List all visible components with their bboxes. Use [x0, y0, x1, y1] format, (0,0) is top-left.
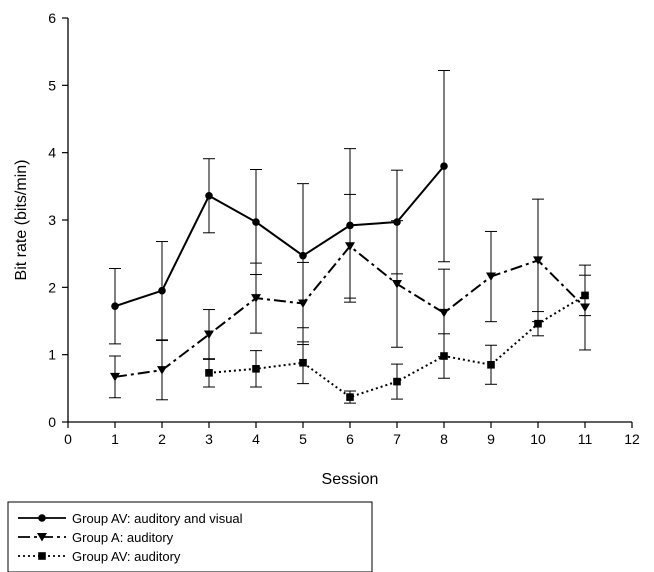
- y-tick-label: 2: [48, 279, 56, 295]
- y-tick-label: 0: [48, 414, 56, 430]
- data-point: [486, 273, 496, 282]
- x-tick-label: 6: [346, 431, 354, 447]
- data-point: [440, 162, 448, 170]
- data-point: [205, 369, 213, 377]
- series-2: [109, 194, 591, 399]
- data-point: [581, 292, 589, 300]
- x-tick-label: 1: [111, 431, 119, 447]
- data-point: [534, 320, 542, 328]
- data-point: [487, 361, 495, 369]
- y-tick-label: 5: [48, 77, 56, 93]
- y-tick-label: 6: [48, 10, 56, 26]
- data-point: [299, 252, 307, 260]
- x-tick-label: 9: [487, 431, 495, 447]
- data-point: [111, 302, 119, 310]
- legend-label: Group AV: auditory and visual: [72, 511, 243, 526]
- y-tick-label: 1: [48, 347, 56, 363]
- x-axis-ticks: 0 1 2 3 4 5 6 7 8 9 10 11 12: [64, 422, 640, 447]
- x-tick-label: 7: [393, 431, 401, 447]
- series-line: [115, 166, 444, 306]
- x-tick-label: 0: [64, 431, 72, 447]
- x-tick-label: 11: [578, 431, 593, 447]
- data-point: [393, 378, 401, 386]
- series-1: [109, 71, 450, 344]
- x-tick-label: 4: [252, 431, 260, 447]
- data-point: [252, 218, 260, 226]
- x-axis-title: Session: [322, 471, 379, 488]
- x-tick-label: 3: [205, 431, 213, 447]
- legend-label: Group A: auditory: [72, 530, 174, 545]
- data-point: [346, 393, 354, 401]
- legend-marker: [38, 514, 46, 522]
- data-point: [205, 192, 213, 200]
- y-axis-ticks: 0 1 2 3 4 5 6: [48, 10, 68, 430]
- x-tick-label: 8: [440, 431, 448, 447]
- data-point: [439, 309, 449, 318]
- y-axis-title: Bit rate (bits/min): [13, 160, 30, 281]
- x-tick-label: 12: [624, 431, 640, 447]
- legend: Group AV: auditory and visual Group A: au…: [8, 502, 372, 572]
- y-tick-label: 4: [48, 145, 56, 161]
- x-tick-label: 10: [530, 431, 546, 447]
- data-point: [299, 359, 307, 367]
- data-point: [440, 352, 448, 360]
- x-tick-label: 2: [158, 431, 166, 447]
- y-tick-label: 3: [48, 212, 56, 228]
- series-layer: [109, 71, 591, 404]
- legend-label: Group AV: auditory: [72, 549, 181, 564]
- data-point: [157, 366, 167, 375]
- data-point: [158, 287, 166, 295]
- data-point: [252, 365, 260, 373]
- legend-marker: [38, 552, 46, 560]
- x-tick-label: 5: [299, 431, 307, 447]
